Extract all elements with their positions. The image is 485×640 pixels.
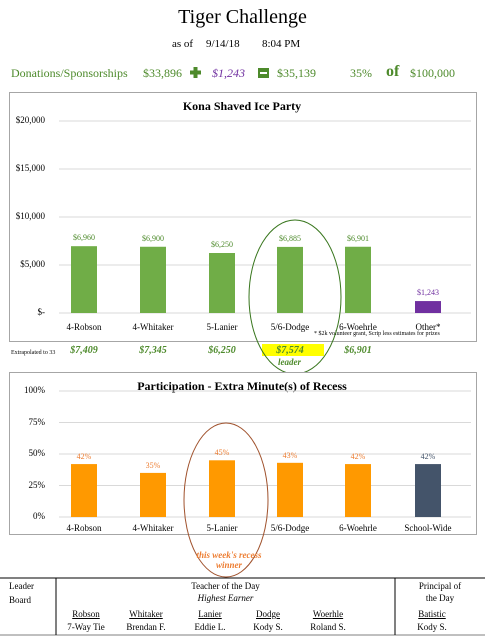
chart2-title: Participation - Extra Minute(s) of Reces… [137, 379, 347, 393]
teacher-of-day-title: Teacher of the Day [191, 581, 260, 591]
chart2-ytick-label: 50% [28, 448, 46, 458]
chart1-bar [345, 246, 371, 313]
extrapolated-label: Extrapolated to 33 [11, 350, 56, 356]
chart1-category-label: 5-Lanier [206, 322, 238, 332]
leaderboard-class-name: Lanier [198, 609, 222, 619]
chart1-ytick-label: $15,000 [15, 163, 45, 173]
extrapolated-value: $7,345 [139, 345, 167, 356]
plus-icon [190, 67, 201, 78]
chart1-bar [209, 253, 235, 313]
chart2-value-label: 43% [282, 450, 298, 460]
equals-icon [258, 68, 269, 78]
chart2-category-label: School-Wide [404, 523, 452, 533]
page-title: Tiger Challenge [178, 6, 307, 28]
donations-total: $35,139 [277, 66, 316, 80]
chart1-value-label: $6,250 [211, 240, 233, 249]
leaderboard-winner: Roland S. [310, 622, 346, 632]
chart2-category-label: 4-Whitaker [132, 523, 174, 533]
leaderboard-label-1: Leader [9, 581, 34, 591]
as-of-time: 8:04 PM [262, 38, 301, 50]
chart1-title: Kona Shaved Ice Party [182, 99, 302, 113]
chart1-value-label: $6,960 [73, 233, 95, 243]
chart1-bar [415, 301, 441, 313]
chart1-footnote: * $2k volunteer grant, Scrip less estima… [314, 331, 440, 337]
leaderboard-class-name: Whitaker [129, 609, 163, 619]
chart1-ytick-label: $10,000 [15, 211, 45, 221]
chart2-value-label: 42% [76, 452, 92, 462]
chart1-value-label: $6,901 [347, 233, 369, 243]
leader-circle [248, 219, 342, 375]
leaderboard-class-name: Robson [72, 609, 100, 619]
chart1-category-label: 4-Robson [66, 322, 102, 332]
chart1-value-label: $6,885 [279, 233, 301, 243]
winner-label: this week's recess winner [196, 550, 262, 570]
chart1-bar [277, 246, 303, 313]
leader-label: leader [278, 357, 301, 367]
chart2-value-label: 45% [214, 448, 230, 458]
extrapolated-value: $6,250 [208, 345, 236, 356]
chart1-category-label: 6-Woehrle [339, 322, 377, 332]
chart2-value-label: 42% [420, 452, 436, 462]
participation-chart-plot [59, 390, 471, 518]
principal-title-2: the Day [425, 593, 455, 603]
goal-percent: 35% [350, 66, 372, 80]
chart1-value-label: $6,900 [142, 233, 164, 243]
leader-highlight [262, 344, 324, 356]
highest-earner-subtitle: Highest Earner [197, 593, 254, 603]
chart2-bar [140, 472, 166, 517]
chart2-category-label: 4-Robson [66, 523, 102, 533]
leaderboard-winner: Kody S. [253, 622, 283, 632]
as-of-date: 9/14/18 [206, 38, 240, 50]
chart2-ytick-label: 0% [33, 511, 45, 521]
chart2-value-label: 35% [145, 460, 161, 470]
principal-title-1: Principal of [418, 581, 462, 591]
chart2-bar [345, 464, 371, 517]
chart2-bar [277, 462, 303, 517]
kona-chart-plot [59, 120, 471, 314]
goal-amount: $100,000 [410, 66, 455, 80]
additional-amount: $1,243 [212, 66, 245, 80]
leaderboard-winner: Kody S. [417, 622, 447, 632]
chart2-category-label: 5-Lanier [206, 523, 238, 533]
leaderboard-lines [0, 577, 485, 636]
chart1-ytick-label: $- [37, 307, 46, 317]
leaderboard-label-2: Board [9, 595, 31, 605]
extrapolated-value: $6,901 [344, 345, 372, 356]
leaderboard-class-name: Dodge [256, 609, 280, 619]
chart2-category-label: 5/6-Dodge [270, 523, 310, 533]
chart2-bar [209, 460, 235, 517]
chart2-category-label: 6-Woehrle [339, 523, 377, 533]
chart1-value-label: $1,243 [417, 288, 439, 298]
leaderboard-winner: 7-Way Tie [67, 622, 105, 632]
chart2-bar [415, 464, 441, 517]
chart1-ytick-label: $20,000 [15, 115, 45, 125]
chart2-value-label: 42% [350, 452, 366, 462]
donations-label: Donations/Sponsorships [11, 66, 128, 80]
chart1-bar [140, 246, 166, 313]
chart1-category-label: Other* [415, 322, 441, 332]
chart1-category-label: 5/6-Dodge [270, 322, 310, 332]
chart2-bar [71, 464, 97, 517]
of-label: of [386, 63, 400, 80]
winner-circle [183, 422, 269, 578]
leaderboard-class-name: Woerhle [312, 609, 344, 619]
leaderboard-class-name: Batistic [418, 609, 446, 619]
chart1-ytick-label: $5,000 [20, 259, 45, 269]
as-of-label: as of [172, 38, 194, 50]
extrapolated-value: $7,409 [70, 345, 98, 356]
chart2-ytick-label: 75% [28, 416, 46, 427]
leaderboard-winner: Eddie L. [194, 622, 226, 632]
donations-amount: $33,896 [143, 66, 182, 80]
chart1-bar [71, 246, 97, 313]
chart2-ytick-label: 100% [24, 385, 45, 395]
extrapolated-value: $7,574 [276, 345, 304, 356]
chart1-category-label: 4-Whitaker [132, 322, 174, 332]
chart2-ytick-label: 25% [28, 479, 46, 490]
leaderboard-winner: Brendan F. [126, 622, 166, 632]
